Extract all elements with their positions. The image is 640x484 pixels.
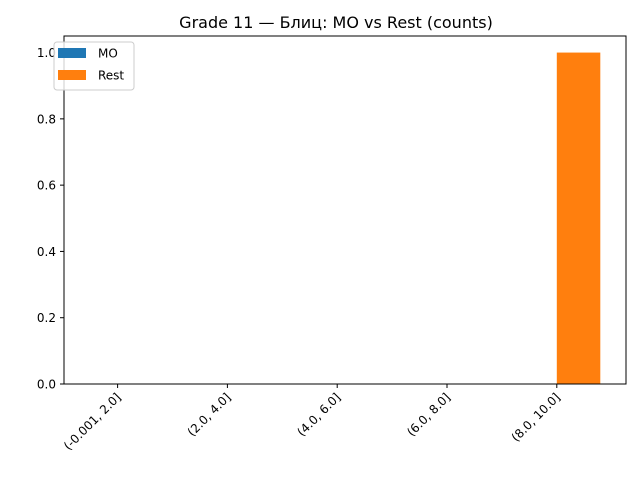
legend-swatch-rest <box>58 70 86 80</box>
y-tick-label: 0.0 <box>37 378 56 392</box>
chart-title: Grade 11 — Блиц: МО vs Rest (counts) <box>179 13 493 32</box>
plot-frame <box>63 35 627 385</box>
legend: МО Rest <box>53 41 135 91</box>
legend-swatch-mo <box>58 48 86 58</box>
y-tick-label: 1.0 <box>37 46 56 60</box>
bars-layer <box>556 52 601 384</box>
legend-label-mo: МО <box>98 47 118 61</box>
y-tick-label: 0.8 <box>37 112 56 126</box>
legend-label-rest: Rest <box>98 69 124 83</box>
y-tick-label: 0.2 <box>37 311 56 325</box>
y-tick-label: 0.6 <box>37 179 56 193</box>
y-axis: 0.0 0.2 0.4 0.6 0.8 1.0 <box>37 46 64 392</box>
bar-rest-4 <box>556 52 601 384</box>
y-tick-label: 0.4 <box>37 245 56 259</box>
